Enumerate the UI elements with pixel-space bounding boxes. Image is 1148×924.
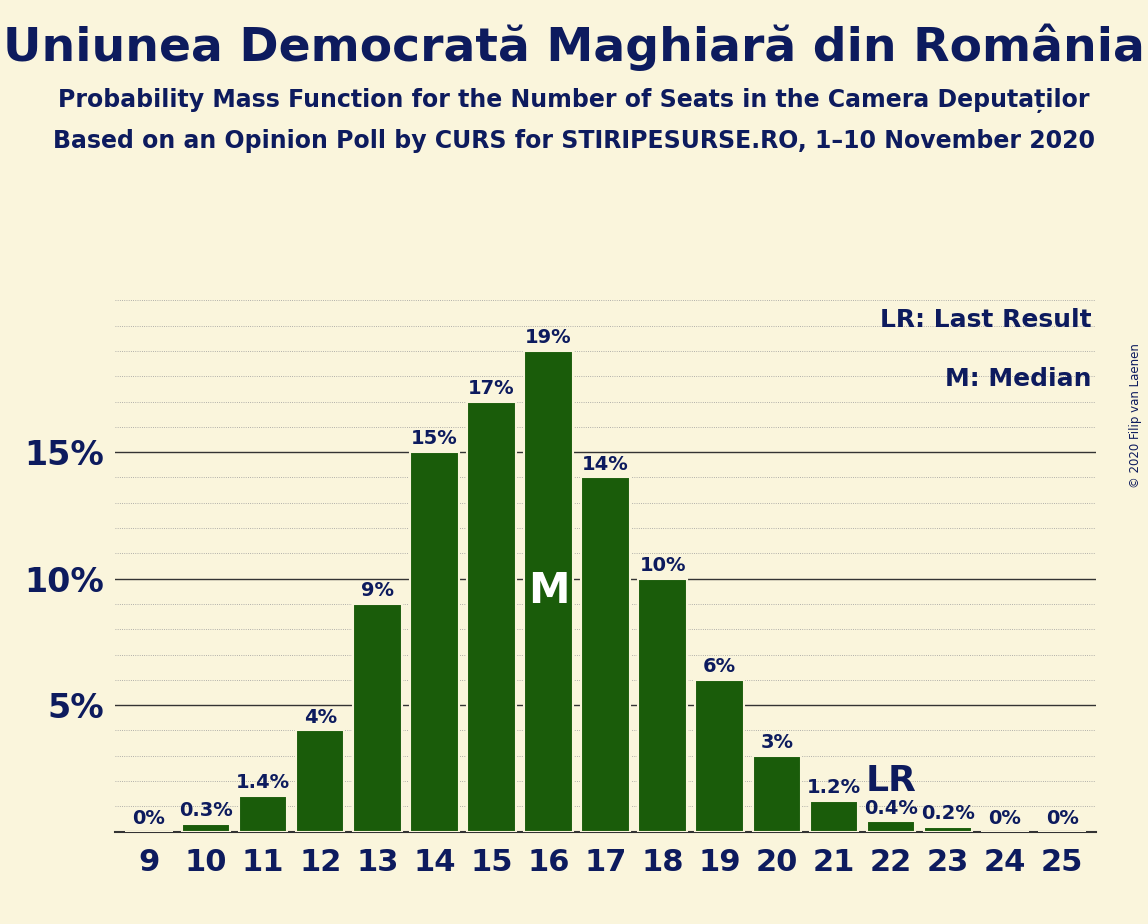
Text: 6%: 6%: [703, 657, 736, 676]
Bar: [181, 824, 231, 832]
Bar: [467, 402, 515, 832]
Text: 0.3%: 0.3%: [179, 801, 233, 821]
Text: 1.2%: 1.2%: [807, 778, 861, 797]
Text: 0.2%: 0.2%: [921, 804, 975, 822]
Text: 10%: 10%: [639, 556, 685, 575]
Text: 4%: 4%: [304, 708, 336, 726]
Text: 19%: 19%: [525, 328, 572, 347]
Text: 0%: 0%: [988, 808, 1022, 828]
Bar: [753, 756, 801, 832]
Bar: [867, 821, 915, 832]
Text: Probability Mass Function for the Number of Seats in the Camera Deputaților: Probability Mass Function for the Number…: [59, 88, 1089, 113]
Text: LR: Last Result: LR: Last Result: [879, 309, 1092, 333]
Bar: [525, 351, 573, 832]
Text: Based on an Opinion Poll by CURS for STIRIPESURSE.RO, 1–10 November 2020: Based on an Opinion Poll by CURS for STI…: [53, 129, 1095, 153]
Text: LR: LR: [866, 764, 916, 798]
Bar: [638, 578, 687, 832]
Text: 0%: 0%: [133, 808, 165, 828]
Bar: [696, 680, 744, 832]
Text: Uniunea Democrată Maghiară din România: Uniunea Democrată Maghiară din România: [3, 23, 1145, 70]
Text: 1.4%: 1.4%: [236, 773, 290, 793]
Bar: [296, 730, 344, 832]
Text: 15%: 15%: [411, 430, 458, 448]
Text: 0%: 0%: [1046, 808, 1078, 828]
Bar: [809, 801, 858, 832]
Text: M: M: [528, 570, 569, 613]
Text: 3%: 3%: [760, 733, 793, 752]
Bar: [410, 452, 458, 832]
Bar: [581, 478, 630, 832]
Text: 9%: 9%: [360, 581, 394, 600]
Text: 14%: 14%: [582, 455, 629, 474]
Text: © 2020 Filip van Laenen: © 2020 Filip van Laenen: [1130, 344, 1142, 488]
Bar: [354, 604, 402, 832]
Text: 0.4%: 0.4%: [864, 798, 918, 818]
Bar: [239, 796, 287, 832]
Text: M: Median: M: Median: [945, 367, 1092, 391]
Bar: [924, 827, 972, 832]
Text: 17%: 17%: [468, 379, 514, 397]
